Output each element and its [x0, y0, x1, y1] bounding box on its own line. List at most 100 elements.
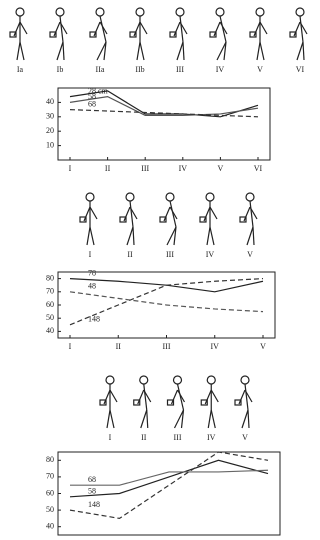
head	[206, 193, 214, 201]
figure-label: V	[242, 433, 248, 442]
series-line	[70, 470, 268, 485]
figure-label: V	[257, 65, 263, 74]
stick-figure	[170, 8, 187, 60]
head	[241, 376, 249, 384]
figure-label: IV	[216, 65, 225, 74]
body	[220, 16, 226, 42]
head	[246, 193, 254, 201]
x-tick-label: III	[163, 342, 171, 351]
arm	[294, 22, 300, 36]
arm	[104, 390, 110, 404]
figure-label: I	[89, 250, 92, 259]
stick-figure	[130, 8, 147, 60]
series-line	[70, 460, 268, 497]
figure-label: IIa	[96, 65, 105, 74]
figure-label: Ia	[17, 65, 24, 74]
arm	[138, 390, 144, 404]
leg	[20, 42, 24, 60]
stick-figure	[90, 8, 107, 60]
body	[250, 201, 253, 227]
head	[176, 8, 184, 16]
figure-label: III	[166, 250, 174, 259]
leg	[127, 227, 133, 245]
x-tick-label: I	[69, 342, 72, 351]
leg	[140, 42, 144, 60]
x-tick-label: IV	[211, 342, 220, 351]
leg	[90, 227, 94, 245]
stick-figure	[290, 8, 307, 60]
y-tick-label: 70	[46, 472, 54, 481]
y-tick-label: 40	[46, 326, 54, 335]
head	[296, 8, 304, 16]
head	[86, 193, 94, 201]
stick-figure	[200, 193, 217, 245]
leg	[248, 410, 249, 428]
x-tick-label: II	[105, 164, 111, 173]
series-label: 68	[88, 99, 96, 108]
arm	[204, 207, 210, 221]
body	[245, 384, 248, 410]
leg	[253, 227, 254, 245]
head	[126, 193, 134, 201]
arm	[205, 390, 211, 404]
x-tick-label: VI	[254, 164, 263, 173]
leg	[137, 42, 140, 60]
series-label: 58	[88, 487, 96, 496]
figure-label: IV	[206, 250, 215, 259]
figure-label: VI	[296, 65, 305, 74]
body	[170, 201, 176, 227]
arm	[174, 22, 180, 36]
stick-figure	[50, 8, 67, 60]
leg	[183, 42, 184, 60]
stick-figure	[168, 376, 185, 428]
leg	[303, 42, 304, 60]
arm	[210, 207, 217, 219]
figure-label: II	[127, 250, 133, 259]
body	[180, 16, 183, 42]
head	[140, 376, 148, 384]
stick-figure	[240, 193, 257, 245]
series-label: 148	[88, 315, 100, 324]
leg	[87, 227, 90, 245]
stick-figure	[134, 376, 151, 428]
leg	[242, 410, 248, 428]
x-tick-label: I	[69, 164, 72, 173]
leg	[107, 410, 110, 428]
arm	[239, 390, 245, 404]
x-tick-label: IV	[179, 164, 188, 173]
arm	[54, 22, 60, 36]
arm	[214, 22, 220, 36]
leg	[110, 410, 114, 428]
arm	[134, 22, 140, 36]
y-tick-label: 60	[46, 488, 54, 497]
head	[166, 193, 174, 201]
series-line	[70, 292, 263, 312]
arm	[260, 22, 267, 34]
x-tick-label: II	[116, 342, 122, 351]
y-tick-label: 10	[46, 140, 54, 149]
series-label: 78	[88, 268, 96, 277]
arm	[90, 207, 97, 219]
figure-label: I	[109, 433, 112, 442]
figure-label: II	[141, 433, 147, 442]
leg	[211, 410, 215, 428]
arm	[172, 390, 178, 404]
arm	[140, 22, 147, 34]
figure-label: V	[247, 250, 253, 259]
y-tick-label: 60	[46, 300, 54, 309]
y-tick-label: 50	[46, 313, 54, 322]
series-label: 68	[88, 475, 96, 484]
figure-label: IV	[207, 433, 216, 442]
arm	[110, 390, 117, 402]
leg	[141, 410, 147, 428]
leg	[208, 410, 211, 428]
arm	[20, 22, 27, 34]
body	[60, 16, 63, 42]
y-tick-label: 70	[46, 287, 54, 296]
body	[300, 16, 303, 42]
figure-label: Ib	[57, 65, 64, 74]
head	[56, 8, 64, 16]
leg	[17, 42, 20, 60]
head	[174, 376, 182, 384]
arm	[14, 22, 20, 36]
